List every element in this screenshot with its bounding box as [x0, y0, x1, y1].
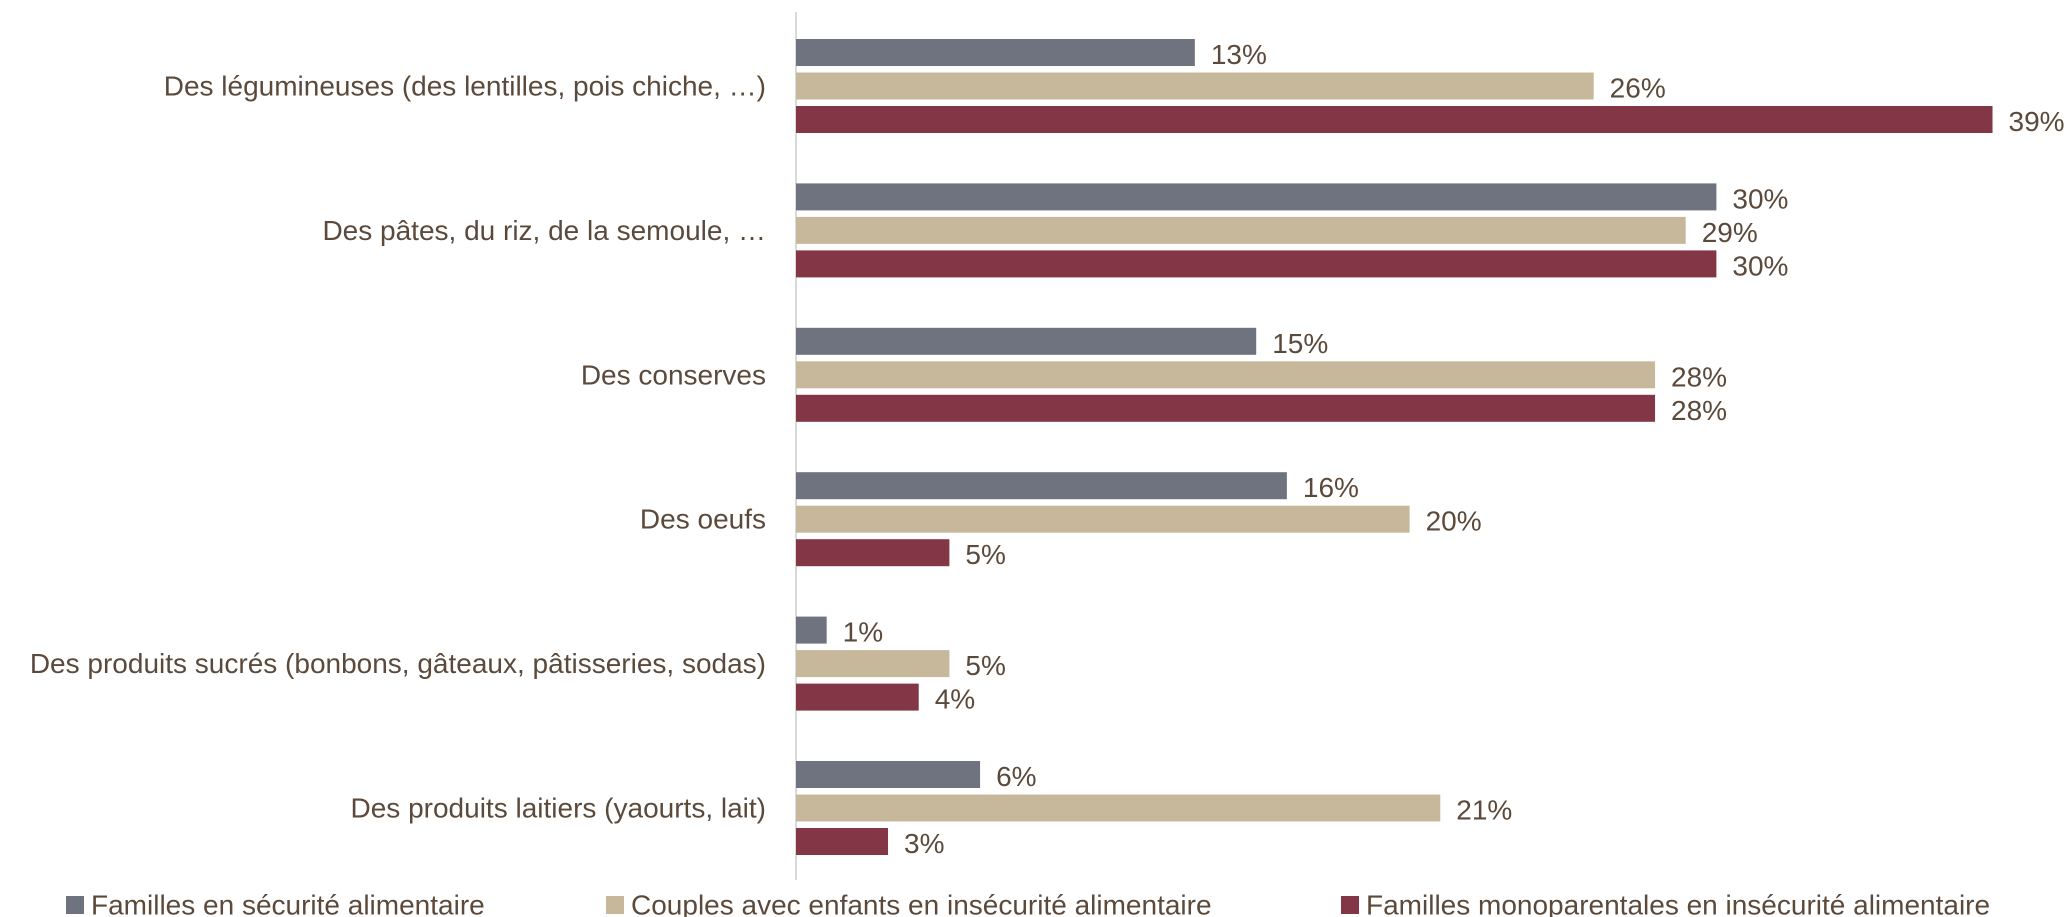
legend-swatch: [606, 896, 624, 914]
data-label: 28%: [1671, 361, 1727, 392]
data-label: 29%: [1702, 217, 1758, 248]
bar: [796, 72, 1594, 100]
data-label: 15%: [1272, 328, 1328, 359]
bar: [796, 394, 1656, 422]
bar: [796, 39, 1195, 66]
bars: [796, 39, 1993, 855]
data-label: 3%: [904, 828, 944, 859]
bar: [796, 183, 1717, 211]
bar: [796, 761, 981, 788]
bar: [796, 250, 1717, 278]
data-label: 26%: [1610, 73, 1666, 104]
legend-label: Familles monoparentales en insécurité al…: [1366, 890, 1990, 917]
data-label: 28%: [1671, 395, 1727, 426]
category-label: Des conserves: [581, 359, 766, 390]
category-label: Des produits laitiers (yaourts, lait): [351, 793, 766, 824]
bar: [796, 828, 889, 855]
category-label: Des oeufs: [640, 504, 766, 535]
data-label: 5%: [965, 650, 1005, 681]
legend: Familles en sécurité alimentaire Couples …: [66, 890, 1990, 917]
data-label: 30%: [1732, 250, 1788, 281]
data-label: 1%: [843, 617, 883, 648]
bar: [796, 650, 950, 678]
bar: [796, 794, 1441, 822]
category-label: Des légumineuses (des lentilles, pois ch…: [164, 71, 766, 102]
bar: [796, 472, 1287, 500]
data-label: 30%: [1732, 183, 1788, 214]
data-label: 6%: [996, 761, 1036, 792]
data-label: 20%: [1426, 506, 1482, 537]
data-labels: 13%26%39%30%29%30%15%28%28%16%20%5%1%5%4…: [843, 39, 2064, 859]
legend-label: Couples avec enfants en insécurité alime…: [631, 890, 1212, 917]
data-label: 4%: [935, 684, 975, 715]
category-label: Des produits sucrés (bonbons, gâteaux, p…: [30, 648, 766, 679]
data-label: 21%: [1456, 795, 1512, 826]
bar: [796, 216, 1686, 244]
data-label: 16%: [1303, 472, 1359, 503]
bar: [796, 539, 950, 567]
data-label: 5%: [965, 539, 1005, 570]
bar: [796, 683, 919, 711]
bar: [796, 505, 1410, 533]
bar: [796, 361, 1656, 389]
legend-label: Familles en sécurité alimentaire: [91, 890, 485, 917]
data-label: 13%: [1211, 39, 1267, 70]
bar: [796, 616, 827, 644]
category-label: Des pâtes, du riz, de la semoule, …: [322, 215, 766, 246]
data-label: 39%: [2009, 106, 2064, 137]
legend-swatch: [66, 896, 84, 914]
bar: [796, 106, 1993, 133]
bar: [796, 327, 1257, 355]
category-labels: Des légumineuses (des lentilles, pois ch…: [30, 71, 766, 824]
legend-swatch: [1341, 896, 1359, 914]
